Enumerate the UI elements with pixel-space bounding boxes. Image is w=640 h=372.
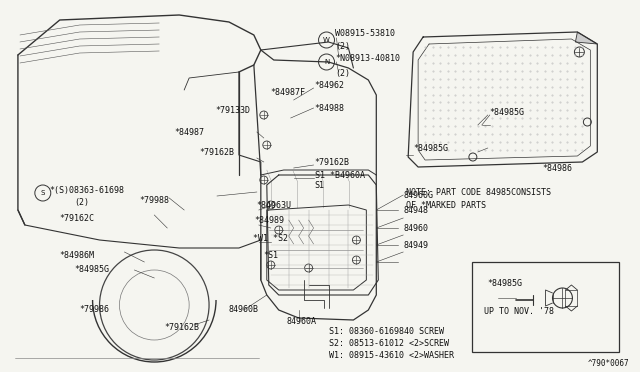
Text: *79162C: *79162C (60, 214, 95, 222)
Text: *84963U: *84963U (257, 201, 292, 209)
Text: *84985G: *84985G (490, 108, 525, 116)
Text: S1 *B4960A: S1 *B4960A (315, 170, 365, 180)
Text: W: W (323, 37, 330, 43)
Text: *W1 *S2: *W1 *S2 (253, 234, 288, 243)
Text: 84960G: 84960G (403, 190, 433, 199)
Text: *84985G: *84985G (75, 266, 109, 275)
Polygon shape (575, 32, 597, 44)
Text: 84948: 84948 (403, 205, 428, 215)
Text: W08915-53810: W08915-53810 (335, 29, 396, 38)
Text: *N08913-40810: *N08913-40810 (335, 54, 401, 62)
Text: *84987F: *84987F (271, 87, 306, 96)
Text: *79162B: *79162B (164, 324, 199, 333)
Text: 84960A: 84960A (287, 317, 317, 327)
Bar (472, 262, 620, 352)
Text: (2): (2) (335, 68, 351, 77)
Text: *84987: *84987 (174, 128, 204, 137)
Text: *79988: *79988 (140, 196, 170, 205)
Text: UP TO NOV. '78: UP TO NOV. '78 (484, 308, 554, 317)
Text: *S1: *S1 (264, 250, 279, 260)
Text: 84960B: 84960B (229, 305, 259, 314)
Text: *84985G: *84985G (488, 279, 523, 288)
Text: 84960: 84960 (403, 224, 428, 232)
Text: ^790*0067: ^790*0067 (588, 359, 629, 369)
Text: *79986: *79986 (79, 305, 109, 314)
Text: (2): (2) (335, 42, 351, 51)
Text: *84986M: *84986M (60, 250, 95, 260)
Text: OF *MARKED PARTS: OF *MARKED PARTS (406, 201, 486, 209)
Text: *79162B: *79162B (199, 148, 234, 157)
Text: *84988: *84988 (315, 103, 344, 112)
Text: *84986: *84986 (543, 164, 573, 173)
Text: S2: 08513-61012 <2>SCREW: S2: 08513-61012 <2>SCREW (328, 340, 449, 349)
Text: S1: S1 (315, 180, 324, 189)
Text: *84962: *84962 (315, 80, 344, 90)
Text: NOTE: PART CODE 84985CONSISTS: NOTE: PART CODE 84985CONSISTS (406, 187, 551, 196)
Text: *84985G: *84985G (413, 144, 448, 153)
Text: *(S)08363-61698: *(S)08363-61698 (50, 186, 125, 195)
Text: *84989: *84989 (255, 215, 285, 224)
Text: *79162B: *79162B (315, 157, 349, 167)
Text: 84949: 84949 (403, 241, 428, 250)
Text: *79133D: *79133D (215, 106, 250, 115)
Text: S1: 08360-6169840 SCREW: S1: 08360-6169840 SCREW (328, 327, 444, 337)
Text: S: S (40, 190, 45, 196)
Text: W1: 08915-43610 <2>WASHER: W1: 08915-43610 <2>WASHER (328, 352, 454, 360)
Text: (2): (2) (75, 198, 90, 206)
Text: N: N (324, 59, 329, 65)
